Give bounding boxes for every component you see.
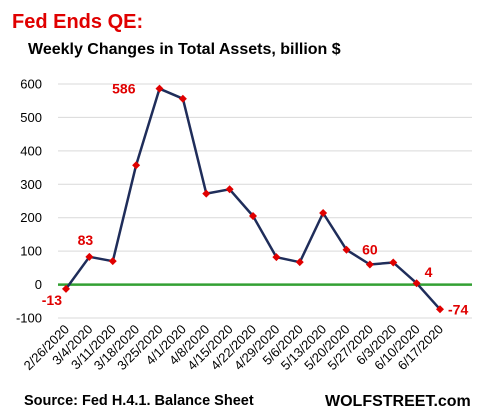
- data-point: [202, 189, 211, 198]
- data-point: [272, 253, 281, 262]
- source-note: Source: Fed H.4.1. Balance Sheet: [24, 393, 254, 409]
- series-line: [64, 87, 441, 311]
- data-point: [436, 305, 444, 314]
- data-point: [85, 252, 94, 261]
- data-point: [319, 209, 328, 218]
- data-label: -13: [42, 292, 62, 308]
- y-tick-label: 200: [20, 210, 42, 225]
- data-point: [412, 279, 421, 288]
- data-point: [108, 257, 117, 266]
- y-tick-label: 300: [20, 177, 42, 192]
- chart-subtitle: Weekly Changes in Total Assets, billion …: [28, 41, 341, 58]
- plot-area: -1000100200300400500600-1383586604-742/2…: [16, 77, 472, 373]
- y-tick-label: 600: [20, 77, 42, 92]
- y-tick-label: 0: [35, 277, 42, 292]
- data-label: -74: [448, 301, 468, 317]
- data-point: [295, 258, 304, 267]
- data-point: [365, 260, 374, 269]
- data-label: 60: [362, 242, 378, 258]
- y-tick-label: -100: [16, 311, 42, 326]
- data-label: 83: [78, 232, 94, 248]
- data-point: [225, 185, 234, 194]
- data-point: [249, 212, 257, 221]
- data-label: 4: [425, 264, 433, 280]
- data-point: [155, 84, 164, 93]
- chart-title: Fed Ends QE:: [12, 11, 143, 33]
- data-label: 586: [112, 81, 136, 97]
- data-point: [389, 258, 398, 267]
- y-tick-label: 400: [20, 143, 42, 158]
- data-point: [132, 161, 141, 170]
- y-tick-label: 100: [20, 244, 42, 259]
- y-tick-label: 500: [20, 110, 42, 125]
- data-point: [178, 94, 187, 103]
- data-point: [62, 284, 70, 293]
- data-point: [342, 245, 351, 254]
- brand-label: WOLFSTREET.com: [325, 393, 471, 410]
